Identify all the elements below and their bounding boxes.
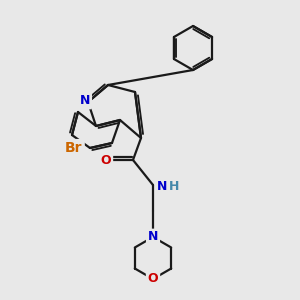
Text: Br: Br bbox=[65, 141, 83, 155]
Text: H: H bbox=[169, 181, 179, 194]
Text: N: N bbox=[157, 181, 167, 194]
Text: O: O bbox=[148, 272, 158, 286]
Text: N: N bbox=[148, 230, 158, 244]
Text: N: N bbox=[80, 94, 90, 107]
Text: O: O bbox=[101, 154, 111, 166]
